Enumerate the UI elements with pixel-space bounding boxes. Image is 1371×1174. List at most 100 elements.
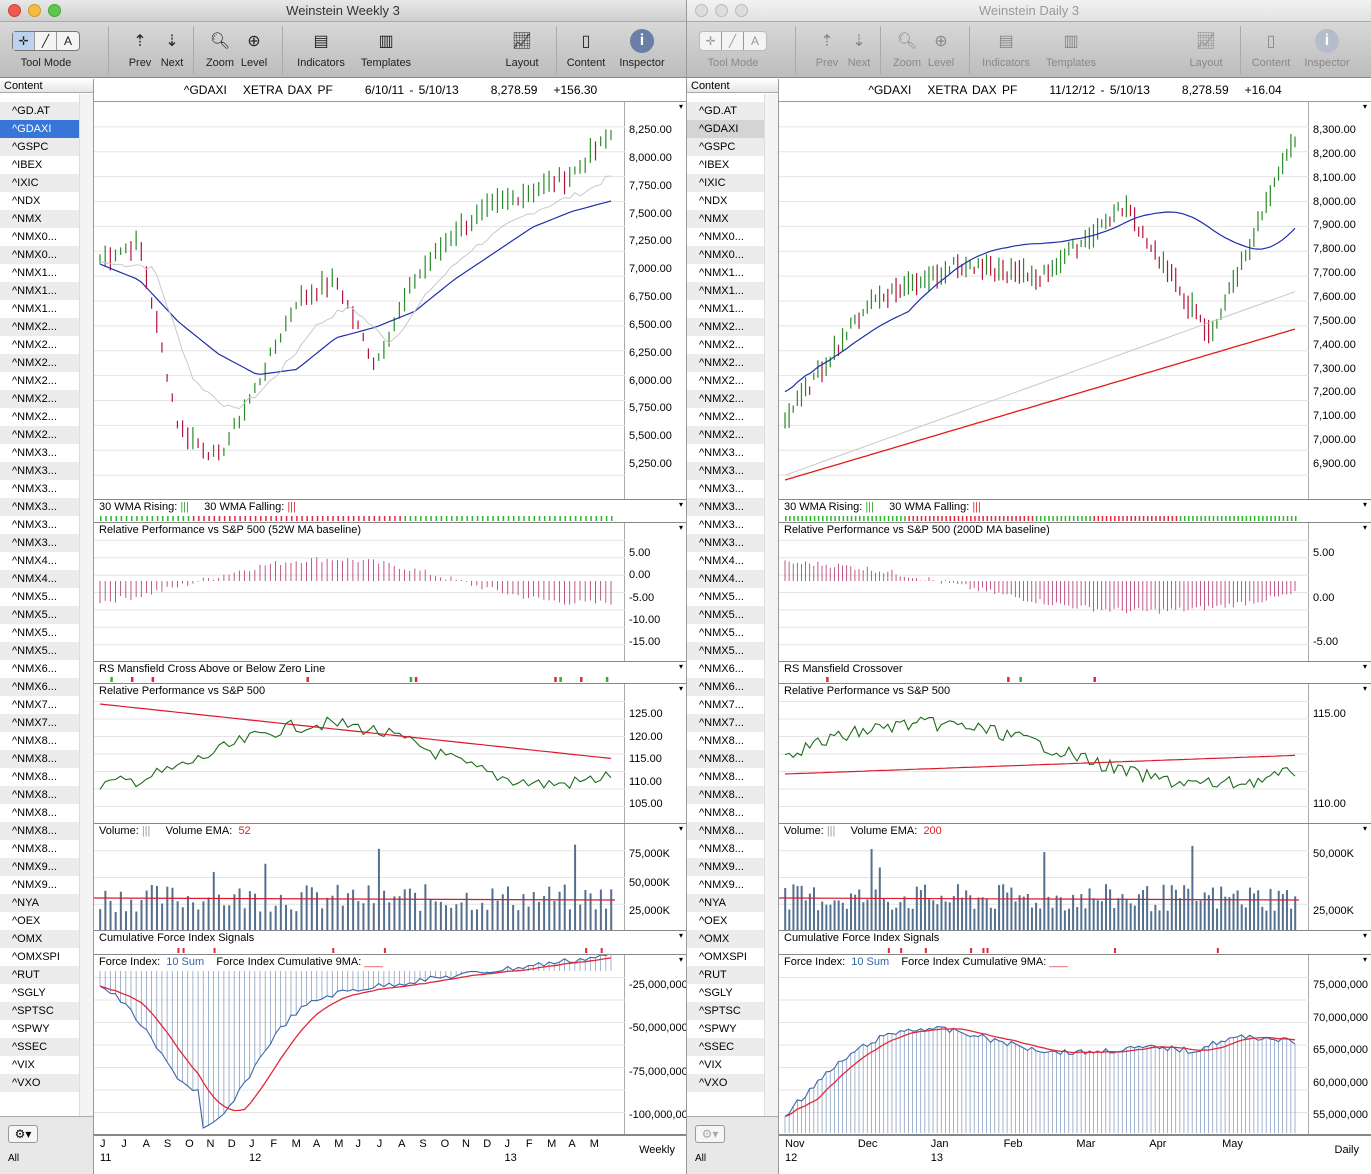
symbol-item[interactable]: ^NMX6... xyxy=(699,663,744,675)
symbol-item[interactable]: ^NMX2... xyxy=(699,411,744,423)
symbol-item[interactable]: ^NMX8... xyxy=(687,822,778,840)
content-button[interactable]: ▯ Content xyxy=(562,28,610,69)
pane-menu-icon[interactable]: ▾ xyxy=(1362,102,1367,111)
symbol-item[interactable]: ^GDAXI xyxy=(0,120,93,138)
symbol-item[interactable]: ^OEX xyxy=(699,915,728,927)
symbol-item[interactable]: ^GSPC xyxy=(0,138,93,156)
symbol-item[interactable]: ^NMX4... xyxy=(12,555,57,567)
symbol-item[interactable]: ^NMX9... xyxy=(699,879,744,891)
sidebar-scrollbar[interactable] xyxy=(79,94,93,1116)
symbol-item[interactable]: ^NMX2... xyxy=(0,426,93,444)
symbol-item[interactable]: ^OMXSPI xyxy=(699,951,747,963)
symbol-item[interactable]: ^NMX xyxy=(0,210,93,228)
pane-menu-icon[interactable]: ▾ xyxy=(1362,931,1367,940)
pane-menu-icon[interactable]: ▾ xyxy=(678,500,683,509)
rs-cross-pane[interactable]: RS Mansfield Crossover ▾ xyxy=(779,662,1371,684)
symbol-item[interactable]: ^NMX3... xyxy=(699,519,744,531)
pane-menu-icon[interactable]: ▾ xyxy=(678,662,683,671)
symbol-item[interactable]: ^VXO xyxy=(687,1074,778,1092)
inspector-button[interactable]: i Inspector xyxy=(616,28,668,69)
symbol-item[interactable]: ^NMX2... xyxy=(687,426,778,444)
relperf-ma-pane[interactable]: Relative Performance vs S&P 500 (200D MA… xyxy=(779,523,1371,662)
sidebar-scrollbar[interactable] xyxy=(764,94,778,1116)
symbol-item[interactable]: ^NMX6... xyxy=(0,678,93,696)
crosshair-icon[interactable]: ✛ xyxy=(13,32,35,50)
pane-menu-icon[interactable]: ▾ xyxy=(678,955,683,964)
symbol-item[interactable]: ^OMX xyxy=(687,930,778,948)
force-pane[interactable]: Force Index: 10 Sum Force Index Cumulati… xyxy=(779,955,1371,1135)
symbol-item[interactable]: ^NDX xyxy=(12,195,41,207)
pane-menu-icon[interactable]: ▾ xyxy=(1362,662,1367,671)
period-label[interactable]: Weekly xyxy=(639,1144,675,1156)
symbol-item[interactable]: ^NMX8... xyxy=(12,843,57,855)
symbol-item[interactable]: ^NMX8... xyxy=(687,750,778,768)
period-label[interactable]: Daily xyxy=(1334,1144,1359,1156)
indicators-button[interactable]: ▤ Indicators xyxy=(977,28,1035,69)
tool-mode[interactable]: ✛ ╱ A Tool Mode xyxy=(699,28,767,69)
symbol-item[interactable]: ^NMX5... xyxy=(12,627,57,639)
symbol-item[interactable]: ^NMX2... xyxy=(12,411,57,423)
pane-menu-icon[interactable]: ▾ xyxy=(1362,523,1367,532)
symbol-item[interactable]: ^SPTSC xyxy=(0,1002,93,1020)
symbol-item[interactable]: ^NMX5... xyxy=(699,591,744,603)
symbol-item[interactable]: ^NMX8... xyxy=(699,843,744,855)
symbol-item[interactable]: ^NMX2... xyxy=(12,339,57,351)
title-bar[interactable]: Weinstein Weekly 3 xyxy=(0,0,686,22)
cfi-signals-pane[interactable]: Cumulative Force Index Signals ▾ xyxy=(94,931,686,955)
wma-pane[interactable]: 30 WMA Rising: ||| 30 WMA Falling: ||| ▾ xyxy=(94,500,686,523)
symbol-item[interactable]: ^NMX8... xyxy=(12,735,57,747)
symbol-item[interactable]: ^NMX8... xyxy=(12,807,57,819)
rs-cross-pane[interactable]: RS Mansfield Cross Above or Below Zero L… xyxy=(94,662,686,684)
symbol-item[interactable]: ^NMX8... xyxy=(0,822,93,840)
symbol-item[interactable]: ^NMX9... xyxy=(12,879,57,891)
pane-menu-icon[interactable]: ▾ xyxy=(1362,824,1367,833)
relperf-ma-pane[interactable]: Relative Performance vs S&P 500 (52W MA … xyxy=(94,523,686,662)
text-icon[interactable]: A xyxy=(750,34,759,48)
zoom-button[interactable] xyxy=(735,4,748,17)
relperf-pane[interactable]: Relative Performance vs S&P 500 115.00 11… xyxy=(779,684,1371,824)
symbol-item[interactable]: ^NMX3... xyxy=(12,519,57,531)
pane-menu-icon[interactable]: ▾ xyxy=(678,523,683,532)
symbol-item[interactable]: ^VXO xyxy=(0,1074,93,1092)
symbol-item[interactable]: ^NMX5... xyxy=(687,606,778,624)
symbol-item[interactable]: ^NMX9... xyxy=(687,858,778,876)
symbol-item[interactable]: ^RUT xyxy=(0,966,93,984)
pane-menu-icon[interactable]: ▾ xyxy=(678,102,683,111)
symbol-item[interactable]: ^VIX xyxy=(12,1059,35,1071)
symbol-item[interactable]: ^IBEX xyxy=(12,159,43,171)
volume-pane[interactable]: Volume: ||| Volume EMA: 200 50,000K 25,00… xyxy=(779,824,1371,931)
symbol-item[interactable]: ^NMX1... xyxy=(12,267,57,279)
symbol-item[interactable]: ^NMX1... xyxy=(699,303,744,315)
symbol-item[interactable]: ^NMX6... xyxy=(687,678,778,696)
symbol-item[interactable]: ^OMX xyxy=(0,930,93,948)
symbol-item[interactable]: ^NMX2... xyxy=(0,318,93,336)
price-plot[interactable] xyxy=(94,102,625,500)
templates-button[interactable]: ▥ Templates xyxy=(1041,28,1101,69)
symbol-item[interactable]: ^GSPC xyxy=(687,138,778,156)
close-button[interactable] xyxy=(695,4,708,17)
force-pane[interactable]: Force Index: 10 Sum Force Index Cumulati… xyxy=(94,955,686,1135)
symbol-item[interactable]: ^NMX8... xyxy=(12,771,57,783)
layout-button[interactable]: 📈︎ Layout xyxy=(1184,28,1228,69)
symbol-item[interactable]: ^NMX3... xyxy=(687,462,778,480)
wma-pane[interactable]: 30 WMA Rising: ||| 30 WMA Falling: ||| ▾ xyxy=(779,500,1371,523)
symbol-item[interactable]: ^OEX xyxy=(12,915,41,927)
symbol-item[interactable]: ^NMX8... xyxy=(699,771,744,783)
symbol-item[interactable]: ^NMX9... xyxy=(0,858,93,876)
symbol-item[interactable]: ^IBEX xyxy=(699,159,730,171)
symbol-item[interactable]: ^NYA xyxy=(687,894,778,912)
symbol-item[interactable]: ^NMX3... xyxy=(0,462,93,480)
symbol-item[interactable]: ^NDX xyxy=(699,195,728,207)
symbol-item[interactable]: ^NMX3... xyxy=(687,498,778,516)
relperf-pane[interactable]: Relative Performance vs S&P 500 125.00 12… xyxy=(94,684,686,824)
symbol-item[interactable]: ^NMX1... xyxy=(0,282,93,300)
close-button[interactable] xyxy=(8,4,21,17)
symbol-item[interactable]: ^NMX3... xyxy=(12,447,57,459)
symbol-item[interactable]: ^SGLY xyxy=(12,987,46,999)
symbol-item[interactable]: ^GD.AT xyxy=(687,102,778,120)
price-pane[interactable]: 8,300.00 8,200.00 8,100.00 8,000.00 7,900.00… xyxy=(779,102,1371,500)
line-icon[interactable]: ╱ xyxy=(35,32,57,50)
symbol-item[interactable]: ^NMX3... xyxy=(687,534,778,552)
symbol-item[interactable]: ^NMX8... xyxy=(699,735,744,747)
symbol-item[interactable]: ^NMX5... xyxy=(687,642,778,660)
